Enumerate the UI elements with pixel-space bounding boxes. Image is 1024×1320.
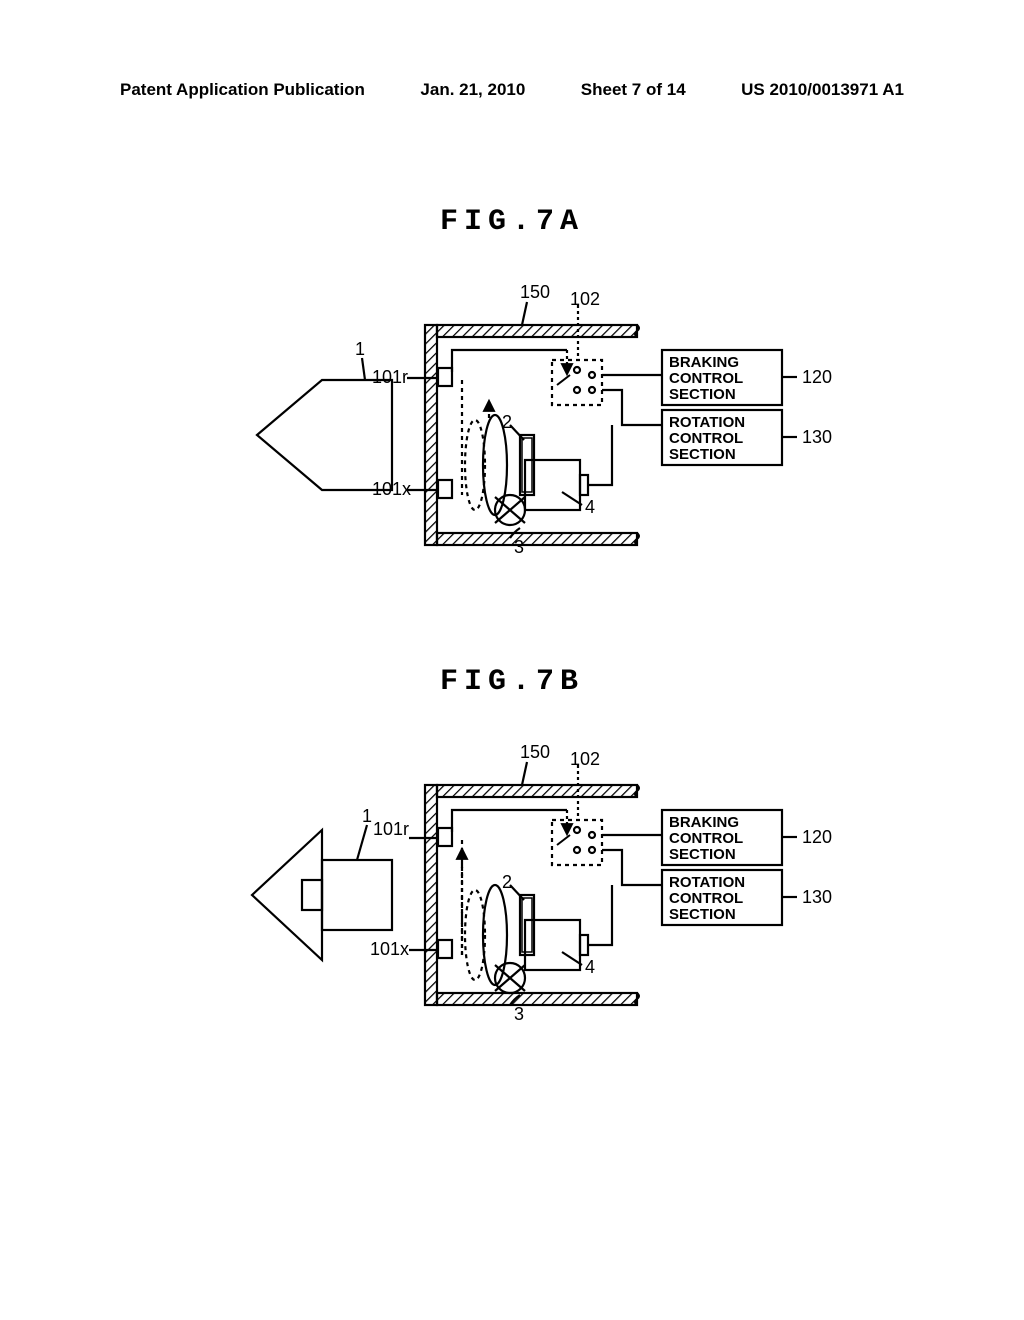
ref-101x-b: 101x	[370, 939, 409, 959]
sheet-label: Sheet 7 of 14	[581, 80, 686, 100]
housing-bottom-b	[437, 993, 637, 1005]
rotation-l1: ROTATION	[669, 414, 745, 431]
housing-top-b	[437, 785, 637, 797]
rotation-l2: CONTROL	[669, 430, 743, 447]
ref-101x: 101x	[372, 479, 411, 499]
lens-cone	[257, 380, 392, 490]
block-101x-b	[438, 940, 452, 958]
ref-130-b: 130	[802, 887, 832, 907]
ref-3: 3	[514, 537, 524, 557]
ref-4: 4	[585, 497, 595, 517]
fig7a-title: FIG.7A	[440, 205, 584, 239]
block-101x	[438, 480, 452, 498]
ref-102: 102	[570, 289, 600, 309]
braking-l2: CONTROL	[669, 370, 743, 387]
pubnum-label: US 2010/0013971 A1	[741, 80, 904, 100]
fig7a-diagram: 150 102 1 101r 101x 2 3 4 120 130 BRAKIN…	[162, 270, 862, 600]
rotation-l1-b: ROTATION	[669, 874, 745, 891]
ref-2-b: 2	[502, 872, 512, 892]
page-header: Patent Application Publication Jan. 21, …	[0, 80, 1024, 100]
rotation-l2-b: CONTROL	[669, 890, 743, 907]
ref-1-b: 1	[362, 806, 372, 826]
ref-102-b: 102	[570, 749, 600, 769]
fig7b-title: FIG.7B	[440, 665, 584, 699]
ref-150: 150	[520, 282, 550, 302]
ref-120-b: 120	[802, 827, 832, 847]
date-label: Jan. 21, 2010	[420, 80, 525, 100]
braking-l3-b: SECTION	[669, 846, 736, 863]
ref-2: 2	[502, 412, 512, 432]
ref-101r-b: 101r	[373, 819, 409, 839]
braking-l1: BRAKING	[669, 354, 739, 371]
ref-1: 1	[355, 339, 365, 359]
block-101r-b	[438, 828, 452, 846]
gear-3-b	[495, 963, 525, 993]
rotation-l3: SECTION	[669, 446, 736, 463]
ref-4-b: 4	[585, 957, 595, 977]
housing-bottom	[437, 533, 637, 545]
ref-120: 120	[802, 367, 832, 387]
ref-101r: 101r	[372, 367, 408, 387]
ref-130: 130	[802, 427, 832, 447]
ref-3-b: 3	[514, 1004, 524, 1024]
housing-left-b	[425, 785, 437, 1005]
housing-left	[425, 325, 437, 545]
braking-l3: SECTION	[669, 386, 736, 403]
block-101r	[438, 368, 452, 386]
braking-l1-b: BRAKING	[669, 814, 739, 831]
lens-element-right-b	[483, 885, 507, 985]
ref-150-b: 150	[520, 742, 550, 762]
housing-top	[437, 325, 637, 337]
rotation-l3-b: SECTION	[669, 906, 736, 923]
braking-l2-b: CONTROL	[669, 830, 743, 847]
fig7b-diagram: 150 102 1 101r 101x 2 3 4 120 130 BRAKIN…	[162, 730, 862, 1060]
lens-cone-b	[252, 830, 322, 960]
publication-label: Patent Application Publication	[120, 80, 365, 100]
